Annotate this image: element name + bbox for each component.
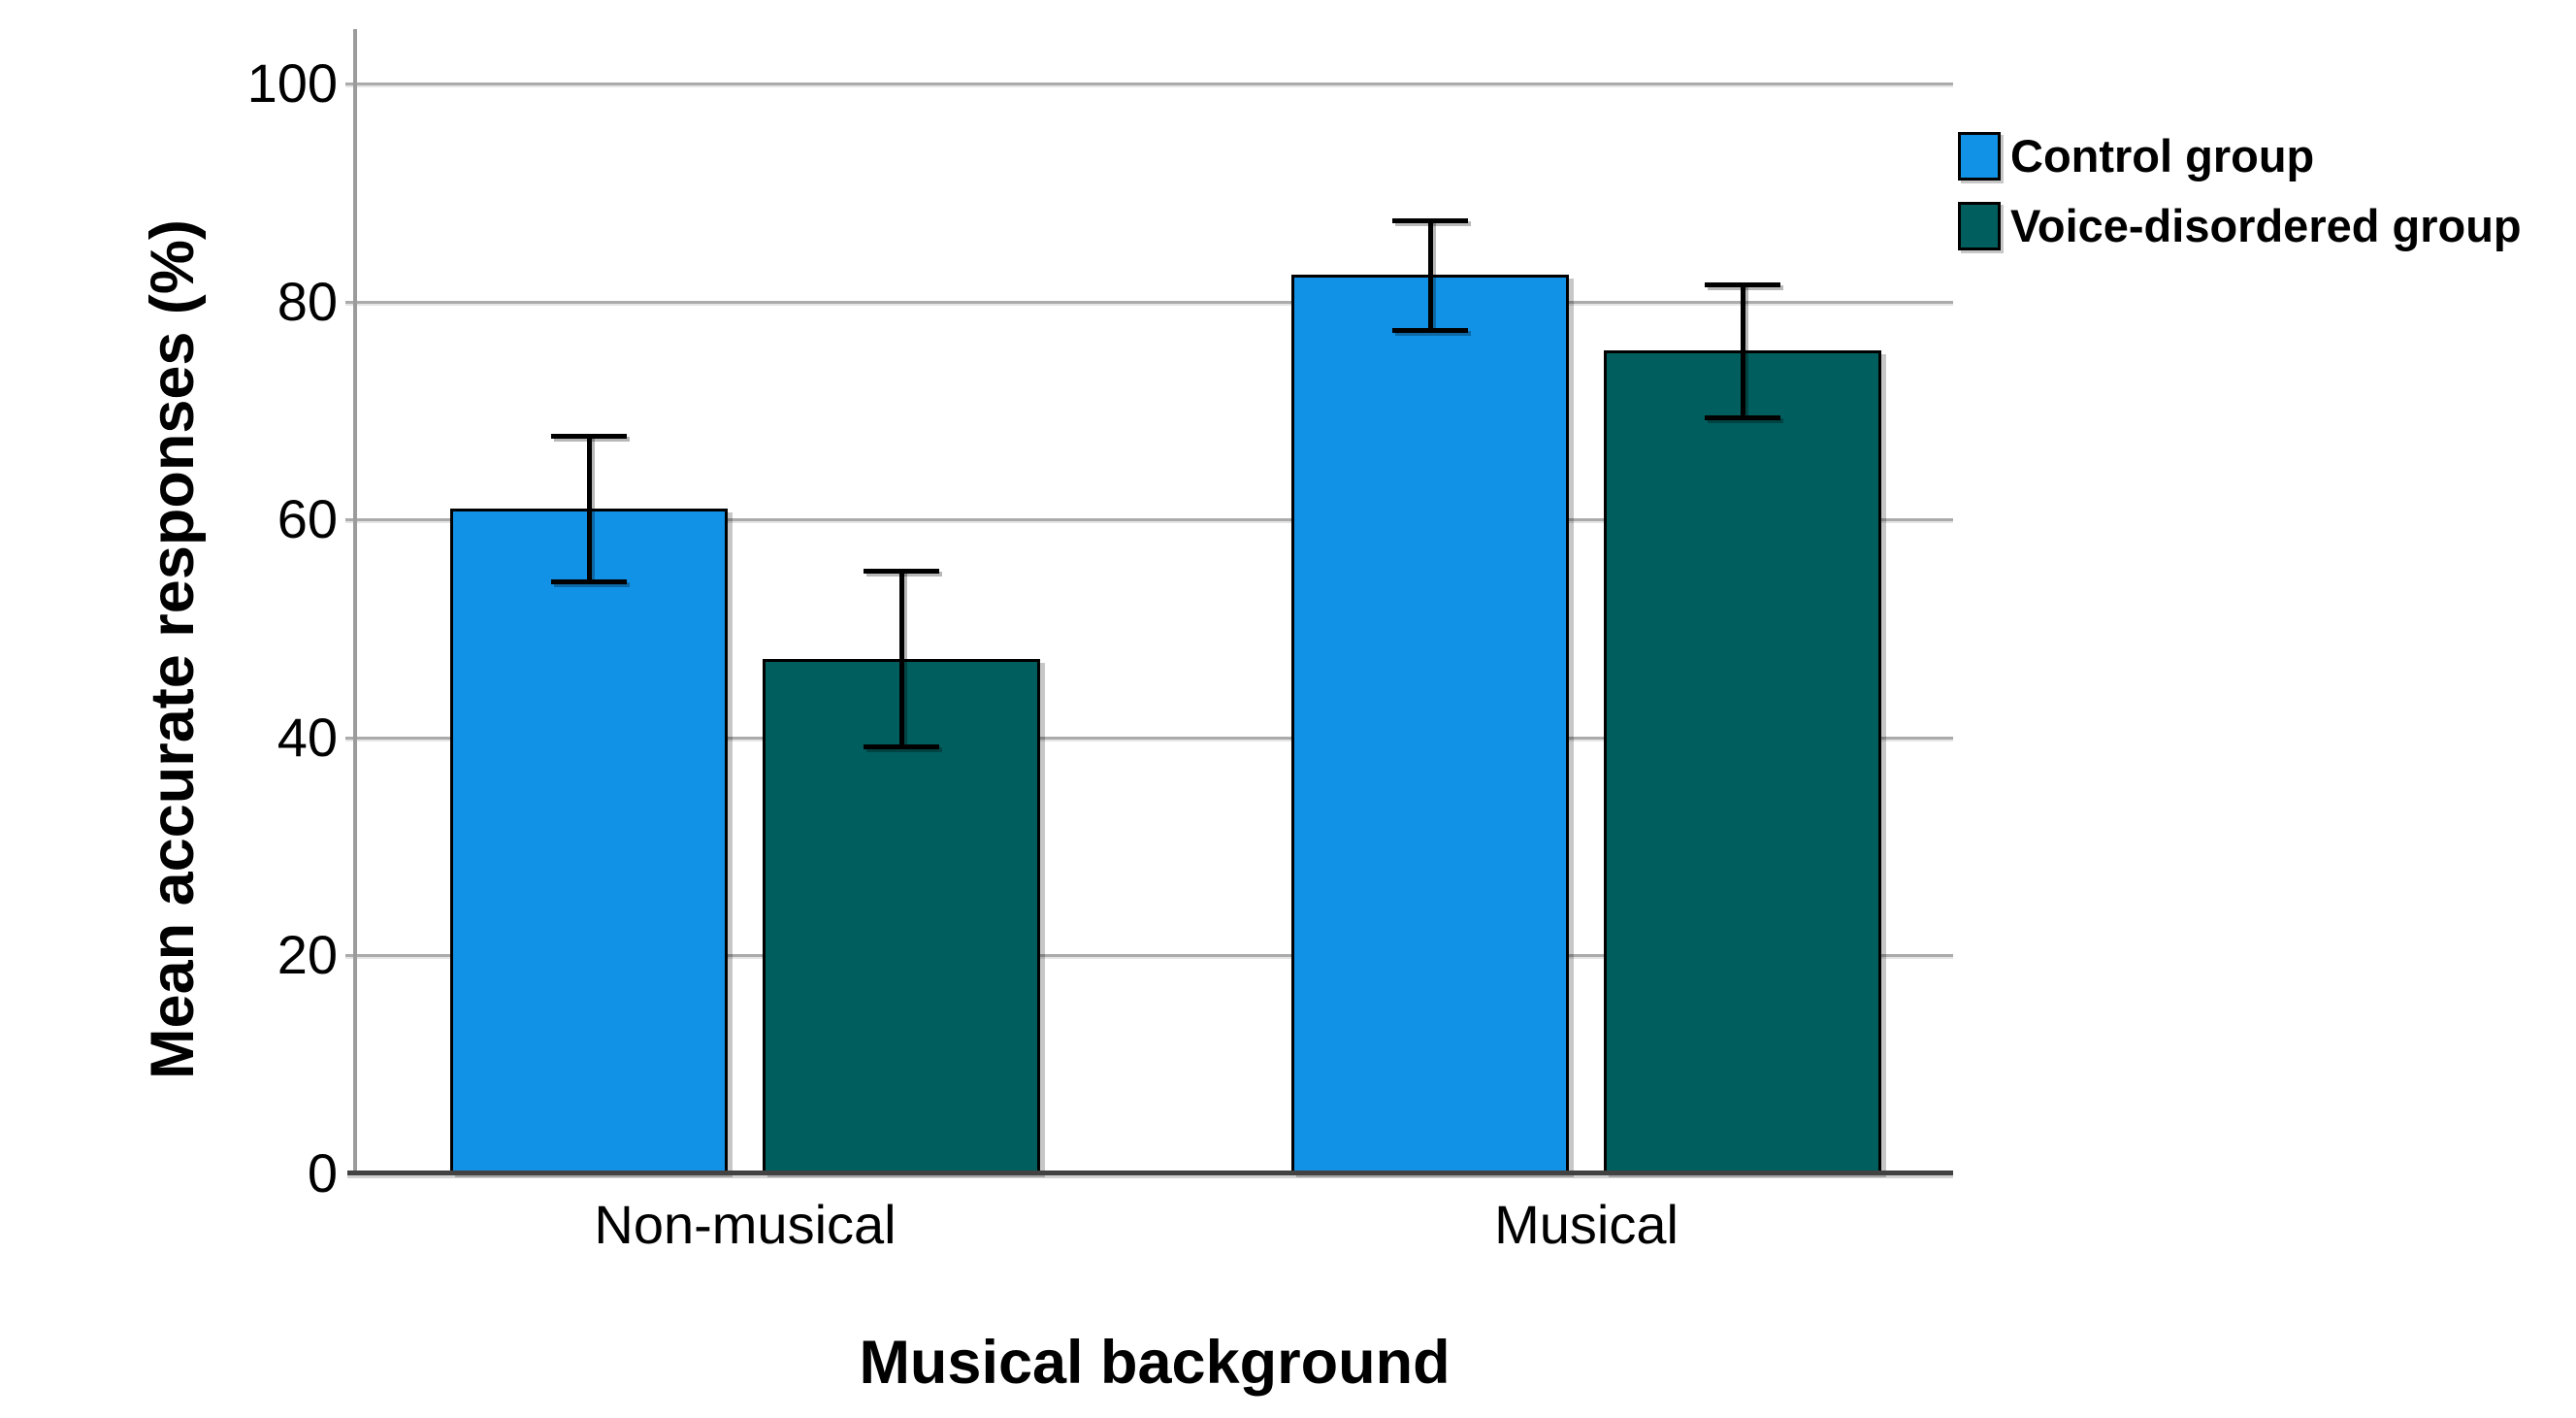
error-bar-cap-bottom-1-1: [1705, 414, 1780, 420]
legend-item-control-group: Control group: [1958, 130, 2522, 182]
y-tick-label-80: 80: [277, 270, 338, 332]
bar-0-1: [1291, 274, 1569, 1173]
error-bar-line-1-1: [1740, 283, 1745, 417]
x-tick-label-non-musical: Non-musical: [594, 1194, 897, 1255]
bar-1-1: [1604, 350, 1881, 1173]
x-tick-label-musical: Musical: [1494, 1194, 1679, 1255]
error-bar-line-1-0: [898, 571, 904, 746]
error-bar-cap-top-1-0: [864, 569, 939, 575]
y-tick-label-20: 20: [277, 924, 338, 986]
gridline-60: [345, 518, 1953, 522]
gridline-100: [345, 82, 1953, 86]
error-bar-cap-bottom-0-0: [551, 579, 627, 585]
y-axis-line: [353, 29, 357, 1173]
legend-item-voice-disordered-group: Voice-disordered group: [1958, 200, 2522, 252]
y-tick-label-60: 60: [277, 488, 338, 550]
error-bar-cap-top-1-1: [1705, 281, 1780, 287]
y-axis-title: Mean accurate responses (%): [139, 219, 207, 1079]
error-bar-cap-bottom-1-0: [864, 743, 939, 749]
y-tick-label-0: 0: [307, 1142, 338, 1204]
bar-0-0: [450, 509, 728, 1173]
x-axis-title: Musical background: [859, 1329, 1451, 1397]
error-bar-cap-top-0-1: [1392, 217, 1468, 223]
gridline-80: [345, 300, 1953, 304]
bar-1-0: [763, 659, 1040, 1173]
legend-swatch-voice-disordered-group-icon: [1958, 202, 2001, 250]
legend-swatch-control-group-icon: [1958, 132, 2001, 181]
legend-label-control-group: Control group: [2010, 130, 2315, 181]
y-tick-label-40: 40: [277, 706, 338, 768]
legend: Control group Voice-disordered group: [1958, 130, 2522, 270]
error-bar-cap-bottom-0-1: [1392, 327, 1468, 333]
y-tick-label-100: 100: [246, 52, 338, 115]
gridline-20: [345, 954, 1953, 958]
error-bar-cap-top-0-0: [551, 433, 627, 439]
gridline-40: [345, 736, 1953, 740]
legend-label-voice-disordered-group: Voice-disordered group: [2010, 200, 2522, 251]
error-bar-line-0-1: [1427, 219, 1433, 330]
error-bar-line-0-0: [586, 435, 592, 582]
x-axis-line: [347, 1171, 1953, 1175]
